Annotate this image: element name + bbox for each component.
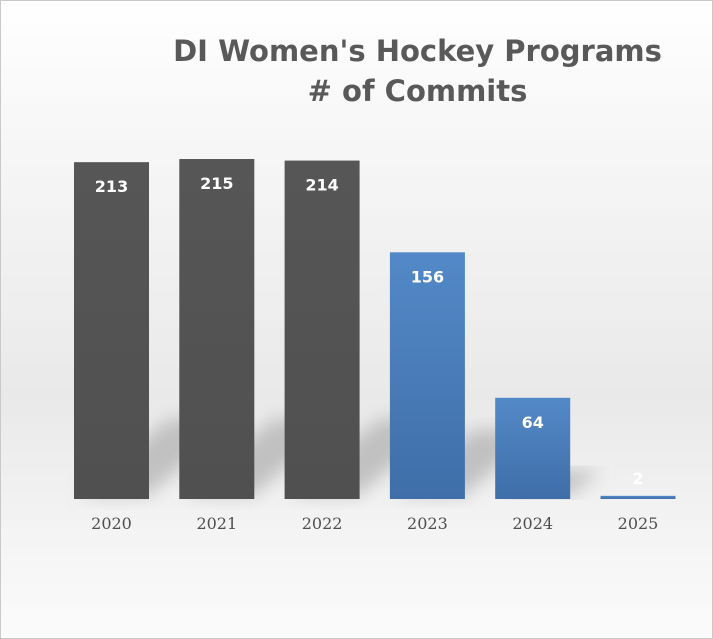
data-label-2024: 64 <box>522 413 544 432</box>
x-tick-label-2020: 2020 <box>91 514 132 533</box>
data-labels: 213 215 214 156 64 2 <box>95 174 644 488</box>
x-tick-label-2025: 2025 <box>618 514 659 533</box>
x-tick-label-2024: 2024 <box>512 514 553 533</box>
chart-title-line-2: # of Commits <box>307 74 528 108</box>
bar-2025 <box>600 495 676 499</box>
bar-2021 <box>179 159 255 499</box>
bar-2020 <box>74 162 149 500</box>
data-label-2023: 156 <box>411 267 444 286</box>
x-tick-label-2021: 2021 <box>196 514 237 533</box>
chart-title-line-1: DI Women's Hockey Programs <box>173 34 662 68</box>
x-axis-ticks: 2020 2021 2022 2023 2024 2025 <box>91 514 658 533</box>
x-tick-label-2023: 2023 <box>407 514 448 533</box>
data-label-2022: 214 <box>305 176 338 195</box>
chart-title: DI Women's Hockey Programs # of Commits <box>1 31 712 111</box>
bars <box>74 159 676 500</box>
x-tick-label-2022: 2022 <box>302 514 343 533</box>
data-label-2021: 215 <box>200 174 233 193</box>
bar-2024 <box>495 397 571 499</box>
bar-2023 <box>389 252 465 499</box>
bar-2022 <box>284 160 360 499</box>
data-label-2020: 213 <box>95 177 128 196</box>
data-label-2025: 2 <box>632 469 643 488</box>
